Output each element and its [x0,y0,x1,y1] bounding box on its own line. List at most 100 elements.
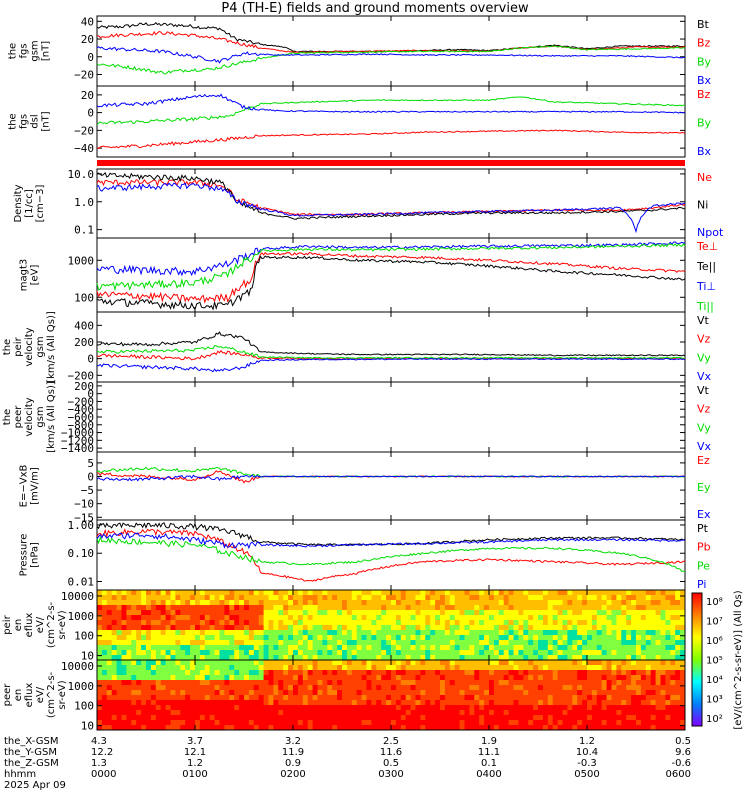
heatmap-cell [665,620,671,626]
heatmap-cell [562,595,568,601]
heatmap-cell [474,600,480,606]
heatmap-cell [268,595,274,601]
heatmap-cell [381,610,387,616]
heatmap-cell [150,625,157,631]
heatmap-cell [415,665,421,671]
heatmap-cell [155,685,162,691]
heatmap-cell [670,690,676,696]
heatmap-cell [322,710,328,716]
heatmap-cell [190,605,196,611]
y-axis-label-line: [nT] [41,41,52,61]
heatmap-cell [405,640,412,646]
y-tick-label: 20 [81,33,94,46]
heatmap-cell [400,630,407,636]
heatmap-cell [258,705,265,711]
heatmap-cell [572,695,578,701]
heatmap-cell [498,675,505,681]
heatmap-cell [567,695,573,701]
heatmap-cell [606,640,612,646]
heatmap-cell [239,645,245,651]
heatmap-cell [616,615,622,621]
heatmap-cell [337,725,343,731]
heatmap-cell [150,695,157,701]
heatmap-cell [116,610,122,616]
heatmap-cell [111,640,118,646]
heatmap-cell [538,620,544,626]
heatmap-cell [366,595,372,601]
heatmap-cell [430,695,436,701]
heatmap-cell [577,615,583,621]
heatmap-cell [175,725,181,731]
heatmap-cell [493,700,500,706]
heatmap-cell [366,665,372,671]
heatmap-cell [582,650,588,656]
heatmap-cell [508,645,514,651]
heatmap-cell [645,660,652,666]
heatmap-cell [547,590,554,596]
heatmap-cell [204,665,211,671]
heatmap-cell [449,715,456,721]
heatmap-cell [136,665,142,671]
heatmap-cell [420,690,426,696]
heatmap-cell [342,630,348,636]
heatmap-cell [616,630,622,636]
heatmap-cell [253,650,260,656]
heatmap-cell [121,690,127,696]
heatmap-cell [209,595,216,601]
heatmap-cell [435,600,441,606]
heatmap-cell [601,630,608,636]
heatmap-cell [170,690,176,696]
heatmap-cell [155,590,162,596]
heatmap-cell [283,645,289,651]
heatmap-cell [606,685,612,691]
heatmap-cell [479,670,485,676]
heatmap-cell [155,655,162,661]
heatmap-cell [493,635,500,641]
heatmap-cell [121,625,127,631]
heatmap-cell [626,605,632,611]
y-tick-label: 200 [74,380,94,393]
heatmap-cell [400,640,407,646]
heatmap-cell [141,610,147,616]
heatmap-cell [503,665,510,671]
heatmap-cell [219,625,225,631]
heatmap-cell [440,660,446,666]
heatmap-cell [297,695,304,701]
heatmap-cell [552,600,559,606]
heatmap-cell [591,685,598,691]
heatmap-cell [596,710,603,716]
heatmap-cell [302,665,309,671]
heatmap-cell [253,685,260,691]
heatmap-cell [337,665,343,671]
heatmap-cell [547,625,554,631]
heatmap-cell [195,700,201,706]
heatmap-cell [587,715,593,721]
heatmap-cell [239,710,245,716]
heatmap-cell [121,675,127,681]
heatmap-cell [234,620,240,626]
heatmap-cell [665,610,671,616]
heatmap-cell [489,695,495,701]
heatmap-cell [106,630,113,636]
heatmap-cell [327,675,333,681]
heatmap-cell [680,605,686,611]
heatmap-cell [660,710,666,716]
heatmap-cell [547,675,554,681]
heatmap-cell [459,620,465,626]
heatmap-cell [180,640,186,646]
heatmap-cell [283,615,289,621]
heatmap-cell [351,700,358,706]
heatmap-cell [190,700,196,706]
heatmap-cell [283,710,289,716]
heatmap-cell [288,635,294,641]
heatmap-cell [175,630,181,636]
heatmap-cell [405,645,412,651]
heatmap-cell [601,665,608,671]
heatmap-cell [528,620,534,626]
heatmap-cell [626,695,632,701]
heatmap-cell [616,660,622,666]
heatmap-cell [675,605,681,611]
heatmap-cell [342,635,348,641]
heatmap-cell [234,605,240,611]
